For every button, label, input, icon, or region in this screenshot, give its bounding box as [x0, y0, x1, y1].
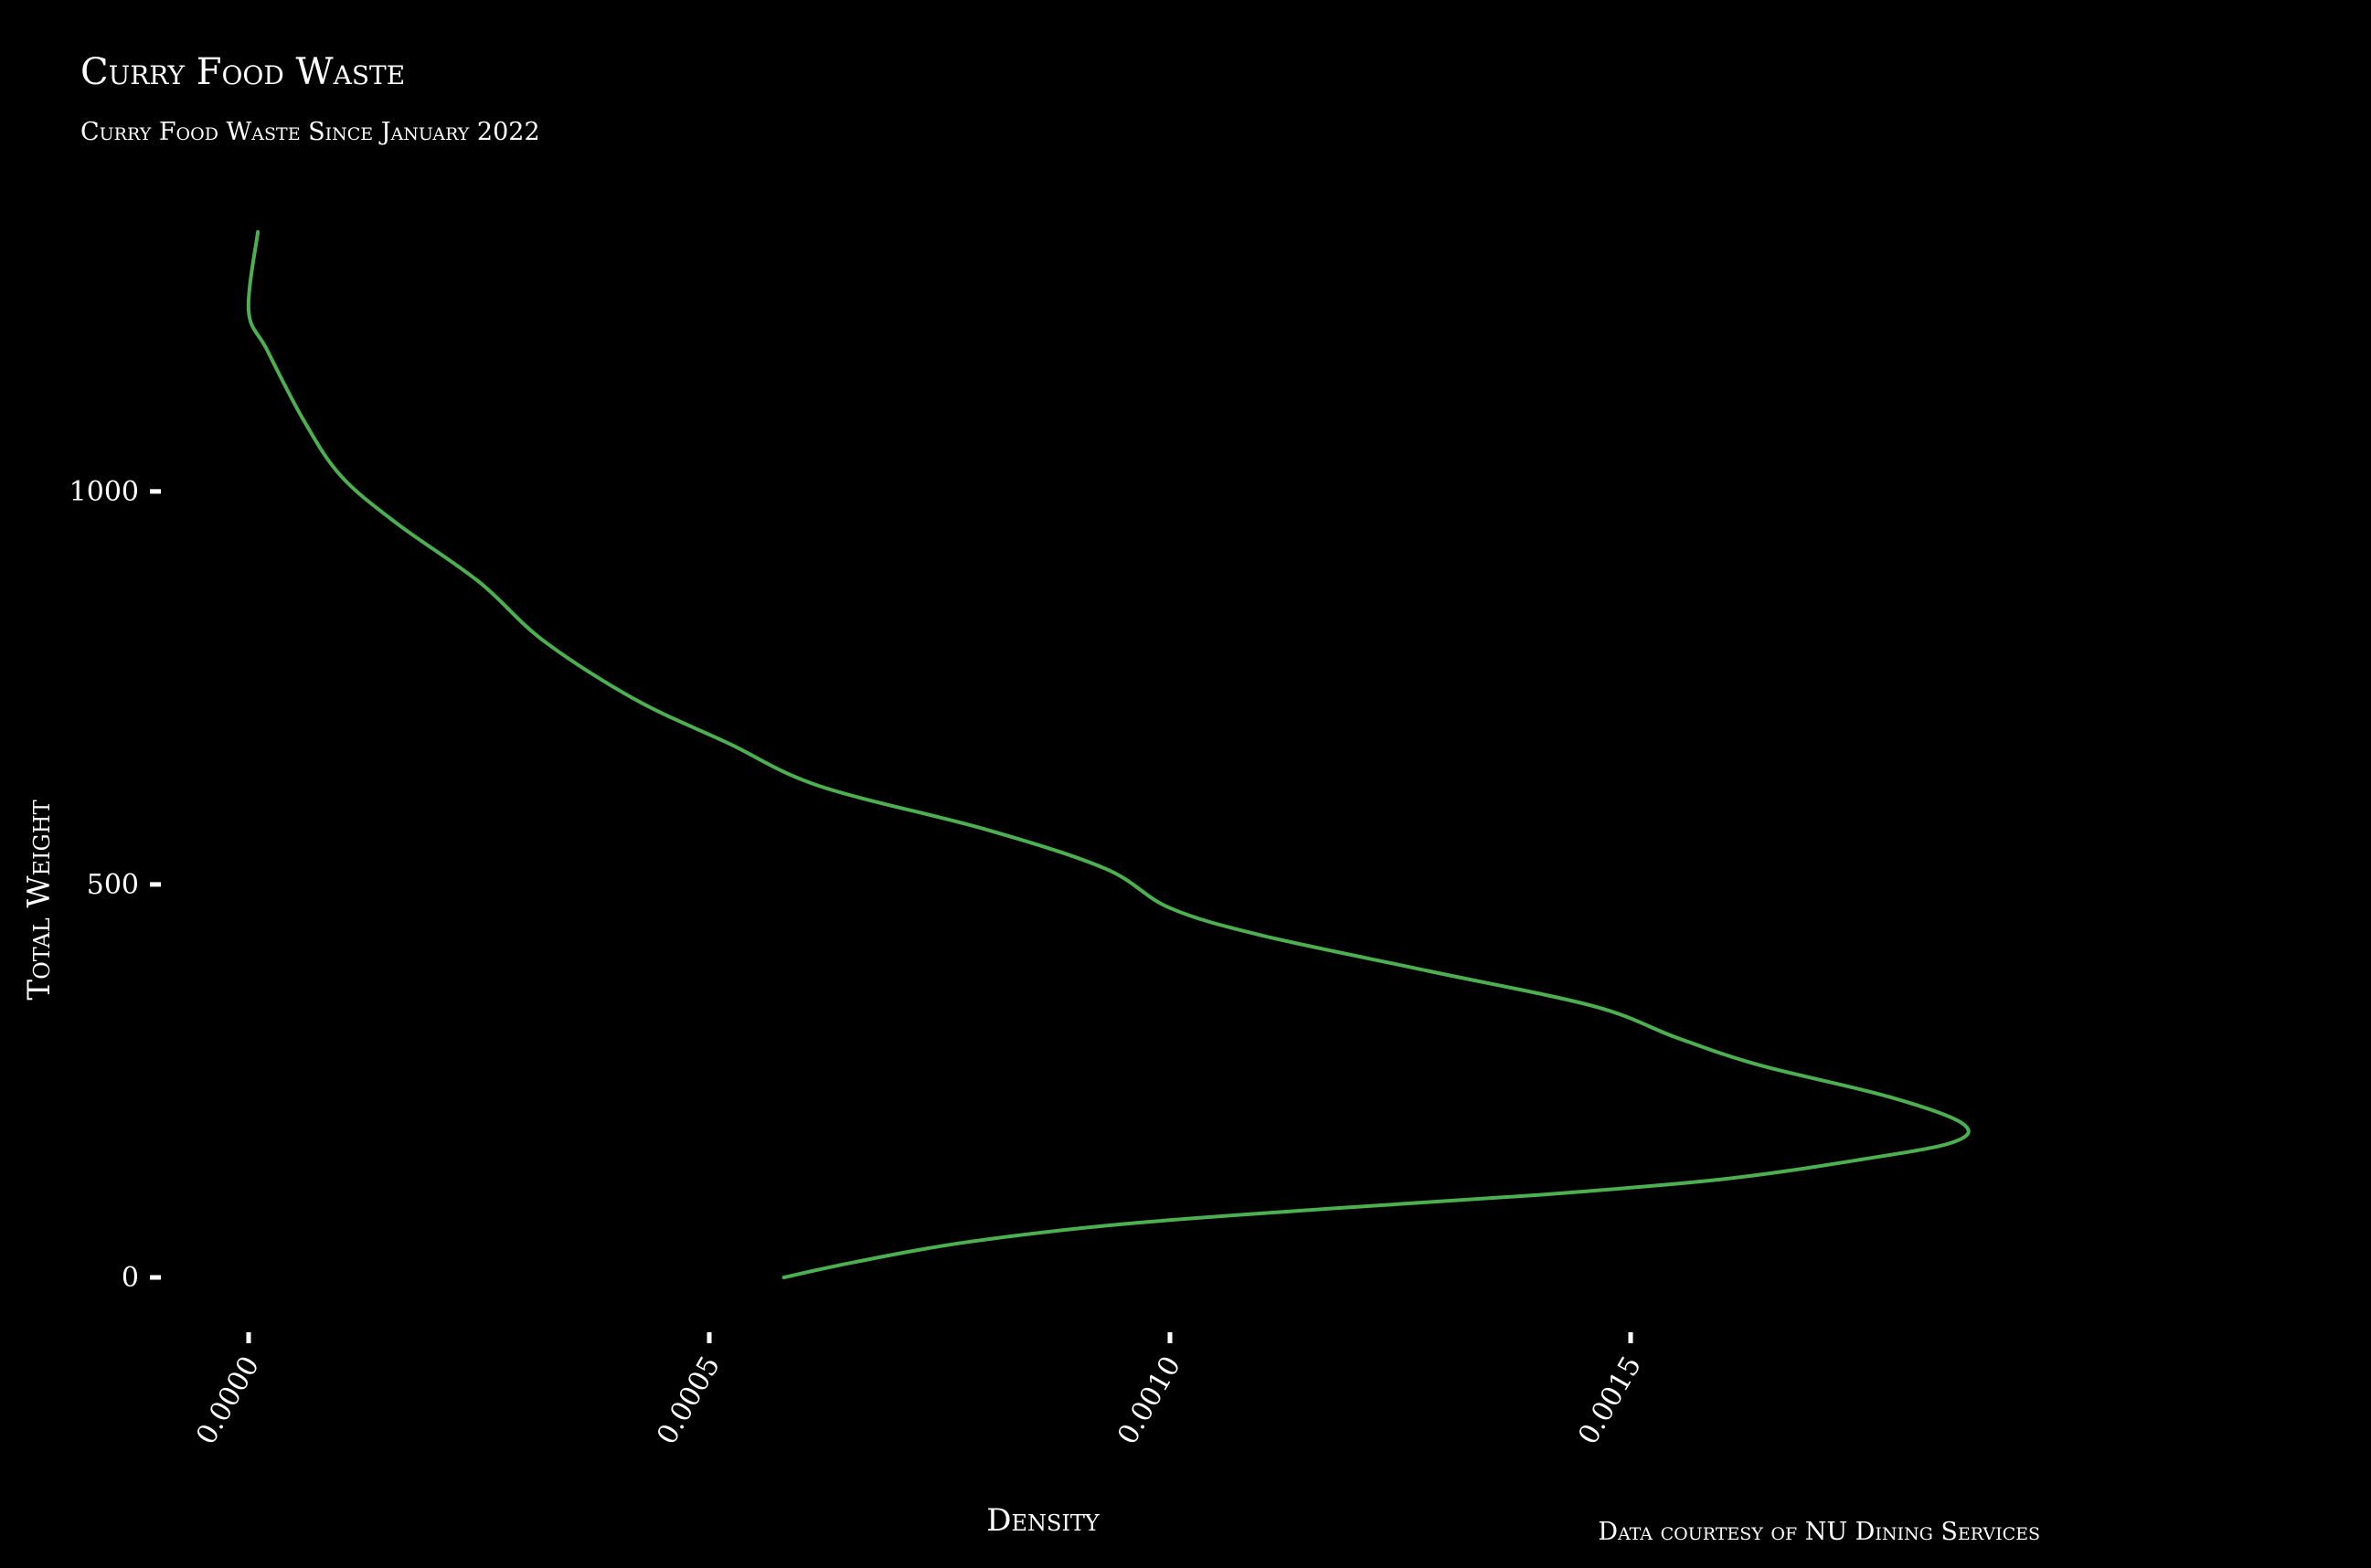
x-tick-label: 0.0000: [190, 1351, 266, 1450]
y-tick-label: 1000: [69, 476, 139, 508]
x-tick-label: 0.0010: [1111, 1351, 1187, 1450]
y-tick-label: 0: [122, 1262, 139, 1294]
chart-subtitle: Curry Food Waste Since January 2022: [80, 118, 540, 146]
y-axis-title: Total Weight: [21, 800, 58, 1000]
x-tick-label: 0.0005: [651, 1351, 727, 1450]
density-line: [246, 229, 1971, 1279]
y-axis-ticks: 0 500 1000: [69, 476, 161, 1294]
chart-caption: Data courtesy of NU Dining Services: [1598, 1518, 2040, 1546]
x-axis-title: Density: [986, 1502, 1100, 1539]
x-axis-ticks: 0.0000 0.0005 0.0010 0.0015: [190, 1332, 1648, 1450]
chart-title: Curry Food Waste: [80, 51, 405, 93]
y-tick-label: 500: [87, 869, 139, 901]
x-tick-label: 0.0015: [1572, 1351, 1648, 1450]
